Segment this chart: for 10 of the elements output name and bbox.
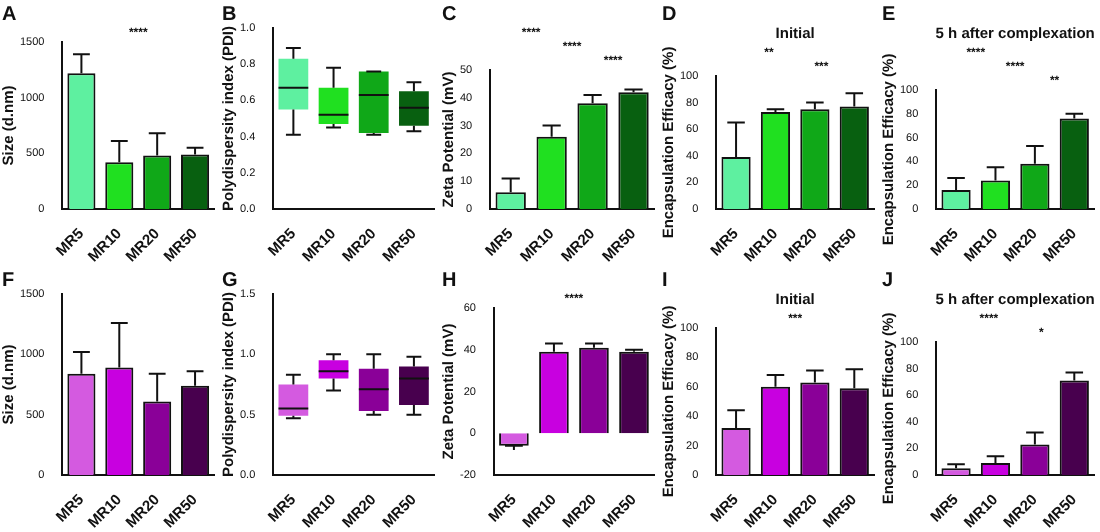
text: A bbox=[2, 4, 17, 26]
text: J bbox=[882, 270, 894, 292]
text: I bbox=[662, 270, 668, 292]
text: C bbox=[442, 4, 457, 26]
text: D bbox=[662, 4, 677, 26]
text: H bbox=[442, 270, 457, 292]
text: E bbox=[882, 4, 896, 26]
text: B bbox=[222, 4, 237, 26]
text: F bbox=[2, 270, 15, 292]
text: G bbox=[222, 270, 238, 292]
